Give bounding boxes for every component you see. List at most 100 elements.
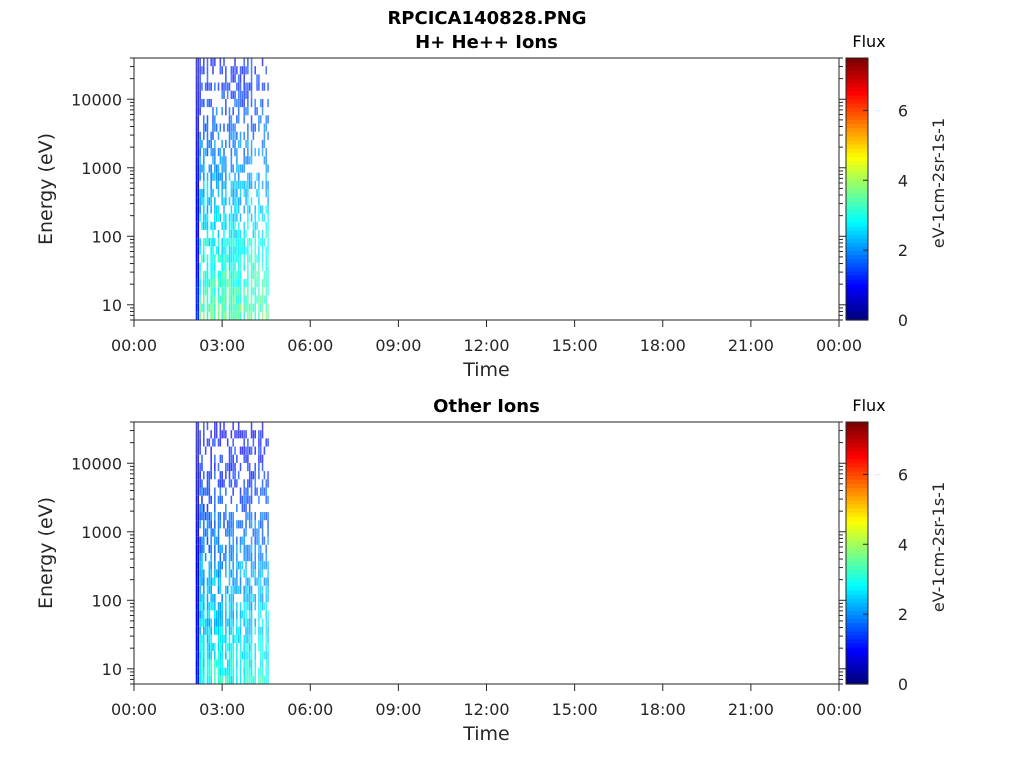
spectrogram-cell: [236, 303, 238, 312]
spectrogram-cell: [203, 123, 205, 132]
spectrogram-cell: [195, 58, 198, 67]
spectrogram-cell: [195, 189, 198, 198]
colorbar-segment: [846, 544, 868, 550]
spectrogram-cell: [243, 536, 245, 545]
spectrogram-cell: [243, 585, 245, 594]
colorbar-segment: [846, 62, 868, 67]
spectrogram-cell: [204, 528, 207, 537]
spectrogram-cell: [195, 618, 198, 627]
spectrogram-cell: [258, 279, 260, 288]
spectrogram-cell: [210, 303, 212, 312]
spectrogram-cell: [232, 90, 234, 99]
spectrogram-cell: [267, 303, 269, 312]
spectrogram-cell: [221, 634, 223, 644]
spectrogram-cell: [225, 189, 227, 198]
spectrogram-cell: [245, 229, 247, 239]
spectrogram-cell: [258, 553, 260, 562]
spectrogram-cell: [236, 561, 238, 570]
spectrogram-cell: [221, 454, 223, 463]
spectrogram-cell: [210, 262, 212, 271]
spectrogram-cell: [201, 667, 203, 676]
spectrogram-cell: [221, 593, 223, 603]
spectrogram-cell: [223, 197, 225, 206]
spectrogram-cell: [217, 659, 220, 668]
colorbar-segment: [846, 274, 868, 280]
spectrogram-cell: [225, 512, 227, 521]
spectrogram-cell: [241, 536, 244, 545]
spectrogram-cell: [197, 438, 200, 447]
spectrogram-cell: [199, 82, 201, 91]
spectrogram-cell: [234, 172, 236, 181]
x-tick-label: 18:00: [640, 336, 686, 355]
spectrogram-cell: [225, 528, 227, 537]
spectrogram-cell: [226, 675, 229, 684]
spectrogram-cell: [243, 98, 245, 108]
spectrogram-cell: [232, 164, 234, 173]
spectrogram-cell: [258, 213, 260, 222]
spectrogram-cell: [265, 593, 268, 603]
spectrogram-cell: [239, 303, 242, 312]
spectrogram-cell: [195, 487, 198, 496]
spectrogram-cell: [248, 602, 251, 611]
spectrogram-cell: [232, 462, 234, 472]
spectrogram-cell: [248, 520, 251, 529]
spectrogram-cell: [259, 544, 262, 553]
spectrogram-cell: [203, 287, 205, 296]
spectrogram-cell: [214, 618, 216, 627]
spectrogram-cell: [201, 569, 203, 578]
spectrogram-cell: [267, 270, 269, 280]
spectrogram-cell: [250, 58, 253, 67]
spectrogram-cell: [223, 303, 225, 312]
spectrogram-cell: [199, 107, 201, 116]
spectrogram-cell: [267, 221, 269, 230]
spectrogram-cell: [219, 479, 222, 488]
spectrogram-cell: [250, 536, 253, 545]
spectrogram-cell: [206, 148, 209, 157]
spectrogram-cell: [237, 164, 240, 173]
y-tick-label: 1000: [81, 523, 122, 542]
spectrogram-cell: [201, 495, 203, 504]
spectrogram-cell: [201, 593, 203, 603]
spectrogram-cell: [228, 115, 231, 124]
spectrogram-cell: [258, 462, 260, 472]
spectrogram-cell: [223, 254, 225, 263]
spectrogram-cell: [214, 643, 216, 652]
spectrogram-cell: [245, 303, 247, 312]
spectrogram-cell: [248, 634, 251, 644]
spectrogram-cell: [210, 446, 212, 455]
spectrogram-cell: [230, 180, 233, 189]
spectrogram-cell: [195, 311, 198, 320]
spectrogram-cell: [258, 446, 260, 455]
spectrogram-cell: [219, 651, 222, 660]
spectrogram-cell: [247, 553, 249, 562]
spectrogram-cell: [219, 659, 222, 668]
spectrogram-cell: [259, 626, 262, 635]
spectrogram-cell: [232, 520, 234, 529]
spectrogram-cell: [254, 98, 256, 108]
spectrogram-cell: [259, 303, 262, 312]
spectrogram-cell: [250, 626, 253, 635]
spectrogram-cell: [258, 667, 260, 676]
spectrogram-cell: [248, 577, 251, 586]
spectrogram-cell: [252, 303, 255, 312]
spectrogram-cell: [197, 643, 200, 652]
spectrogram-cell: [239, 90, 242, 99]
spectrogram-cell: [199, 311, 201, 320]
spectrogram-cell: [234, 229, 236, 239]
spectrogram-cell: [241, 561, 244, 570]
spectrogram-cell: [195, 454, 198, 463]
spectrogram-cell: [243, 634, 245, 644]
spectrogram-cell: [259, 520, 262, 529]
spectrogram-cell: [267, 98, 269, 108]
spectrogram-cell: [236, 66, 238, 75]
spectrogram-cell: [263, 279, 266, 288]
spectrogram-cell: [197, 577, 200, 586]
spectrogram-cell: [210, 512, 212, 521]
spectrogram-cell: [247, 262, 249, 271]
spectrogram-cell: [250, 180, 253, 189]
spectrogram-cell: [195, 626, 198, 635]
spectrogram-cell: [206, 98, 209, 108]
spectrogram-cell: [228, 295, 231, 304]
spectrogram-cell: [239, 131, 242, 140]
colorbar-segment: [846, 315, 868, 321]
